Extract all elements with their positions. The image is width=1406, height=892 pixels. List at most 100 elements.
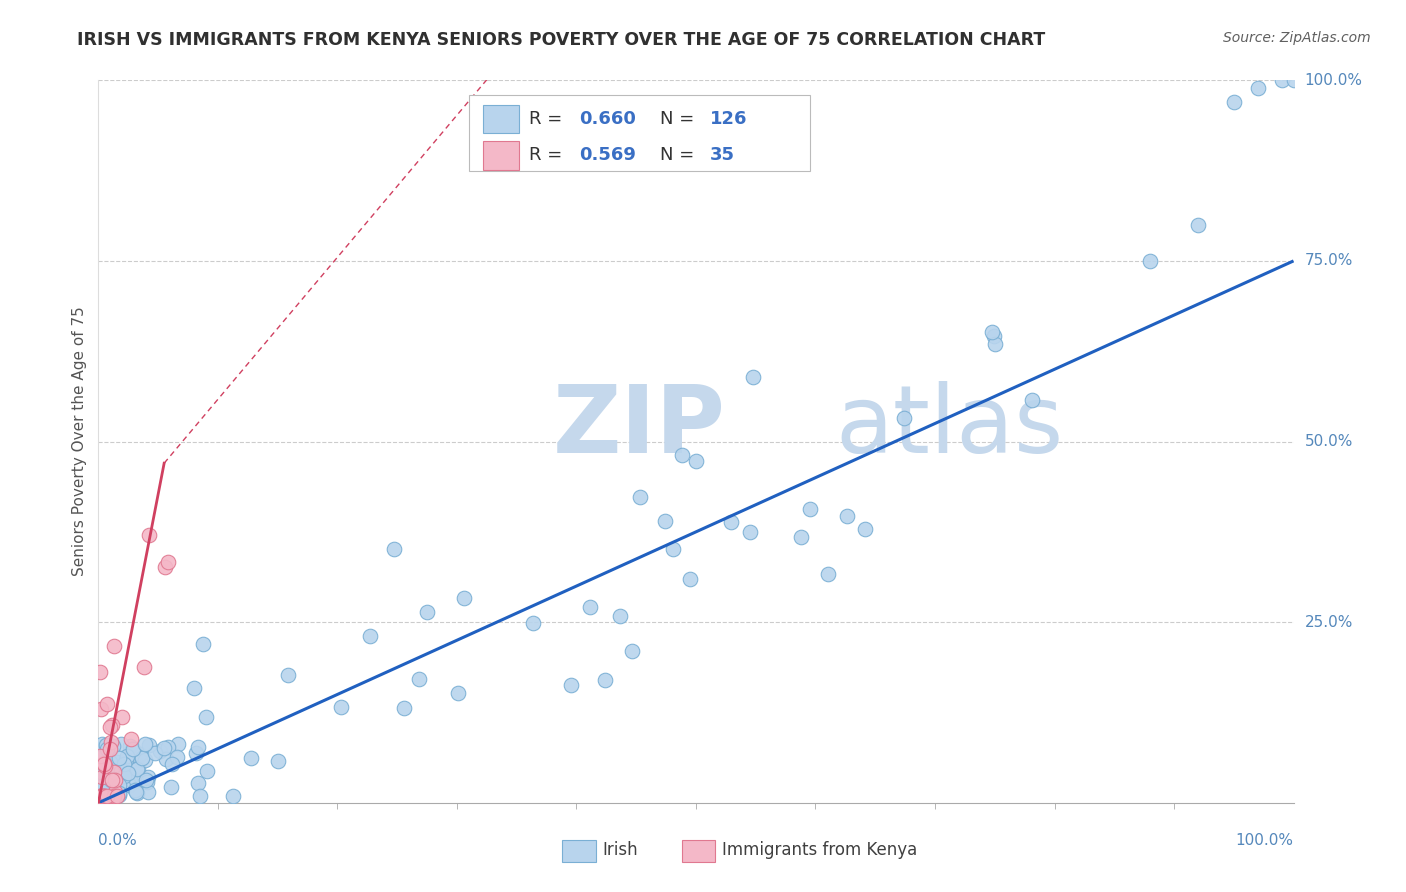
Point xyxy=(89,749,111,764)
Point xyxy=(112,769,135,783)
Point xyxy=(382,542,405,557)
Point xyxy=(89,665,111,680)
Point xyxy=(105,755,128,769)
Point xyxy=(101,772,124,786)
Point xyxy=(742,370,765,384)
Bar xyxy=(682,840,716,862)
Point xyxy=(837,509,859,524)
Point xyxy=(103,789,125,803)
FancyBboxPatch shape xyxy=(470,95,810,170)
Point xyxy=(125,785,148,799)
Point xyxy=(166,737,188,751)
Point xyxy=(138,739,160,753)
Point xyxy=(893,411,915,425)
Point xyxy=(446,686,468,700)
Point xyxy=(195,764,218,778)
Point xyxy=(187,739,209,754)
Point xyxy=(103,765,125,780)
Text: N =: N = xyxy=(661,146,700,164)
Point xyxy=(195,710,218,724)
Point xyxy=(103,639,125,653)
Point xyxy=(160,757,183,772)
Point xyxy=(90,757,112,772)
Point xyxy=(91,770,114,784)
Point xyxy=(149,744,172,758)
Bar xyxy=(484,141,519,169)
Point xyxy=(93,757,115,772)
Y-axis label: Seniors Poverty Over the Age of 75: Seniors Poverty Over the Age of 75 xyxy=(72,307,87,576)
Point xyxy=(93,757,115,772)
Point xyxy=(90,737,112,751)
Point xyxy=(679,573,702,587)
Point xyxy=(96,738,118,752)
Point xyxy=(579,599,602,614)
Point xyxy=(107,788,129,802)
Point xyxy=(93,789,115,803)
Point xyxy=(153,560,176,574)
Point xyxy=(155,751,177,765)
Point xyxy=(122,741,145,756)
Point xyxy=(90,702,112,716)
Point xyxy=(98,742,121,756)
Point xyxy=(981,325,1004,339)
Text: 25.0%: 25.0% xyxy=(1305,615,1353,630)
Point xyxy=(91,766,114,780)
Text: 35: 35 xyxy=(710,146,735,164)
Point xyxy=(115,749,138,764)
Point xyxy=(125,772,148,787)
Point xyxy=(187,776,209,790)
Point xyxy=(108,778,131,792)
Point xyxy=(108,786,131,800)
Text: IRISH VS IMMIGRANTS FROM KENYA SENIORS POVERTY OVER THE AGE OF 75 CORRELATION CH: IRISH VS IMMIGRANTS FROM KENYA SENIORS P… xyxy=(77,31,1046,49)
Point xyxy=(330,700,353,714)
Point xyxy=(103,789,125,803)
Text: atlas: atlas xyxy=(835,381,1064,473)
Point xyxy=(157,556,180,570)
Point xyxy=(143,746,166,760)
Point xyxy=(89,789,111,803)
Point xyxy=(112,756,135,771)
Point xyxy=(118,778,141,792)
Point xyxy=(100,773,122,788)
Text: Source: ZipAtlas.com: Source: ZipAtlas.com xyxy=(1223,31,1371,45)
Point xyxy=(1187,218,1209,232)
Point xyxy=(685,454,707,468)
Point xyxy=(104,780,127,795)
Point xyxy=(799,501,821,516)
Point xyxy=(240,751,263,765)
Point xyxy=(135,775,157,789)
Point xyxy=(124,783,146,797)
Point xyxy=(112,769,135,783)
Point xyxy=(100,735,122,749)
Point xyxy=(166,749,188,764)
Text: 100.0%: 100.0% xyxy=(1236,833,1294,848)
Point xyxy=(91,779,114,793)
Point xyxy=(111,710,134,724)
Point xyxy=(90,750,112,764)
Point xyxy=(1282,73,1305,87)
Point xyxy=(277,667,299,681)
Point xyxy=(560,678,582,692)
Point xyxy=(1139,253,1161,268)
Point xyxy=(108,751,131,765)
Point xyxy=(127,762,149,776)
Point xyxy=(138,528,160,542)
Point xyxy=(159,780,181,794)
Text: Immigrants from Kenya: Immigrants from Kenya xyxy=(723,841,918,860)
Text: 0.569: 0.569 xyxy=(579,146,636,164)
Point xyxy=(125,786,148,800)
Point xyxy=(108,761,131,775)
Point xyxy=(134,737,156,751)
Point xyxy=(654,514,676,528)
Point xyxy=(96,698,118,712)
Point xyxy=(93,762,115,776)
Point xyxy=(157,739,180,754)
Point xyxy=(101,739,124,754)
Text: 75.0%: 75.0% xyxy=(1305,253,1353,268)
Point xyxy=(105,766,128,780)
Point xyxy=(134,754,156,768)
Text: 0.660: 0.660 xyxy=(579,110,636,128)
Point xyxy=(114,753,136,767)
Point xyxy=(522,616,544,631)
Text: N =: N = xyxy=(661,110,700,128)
